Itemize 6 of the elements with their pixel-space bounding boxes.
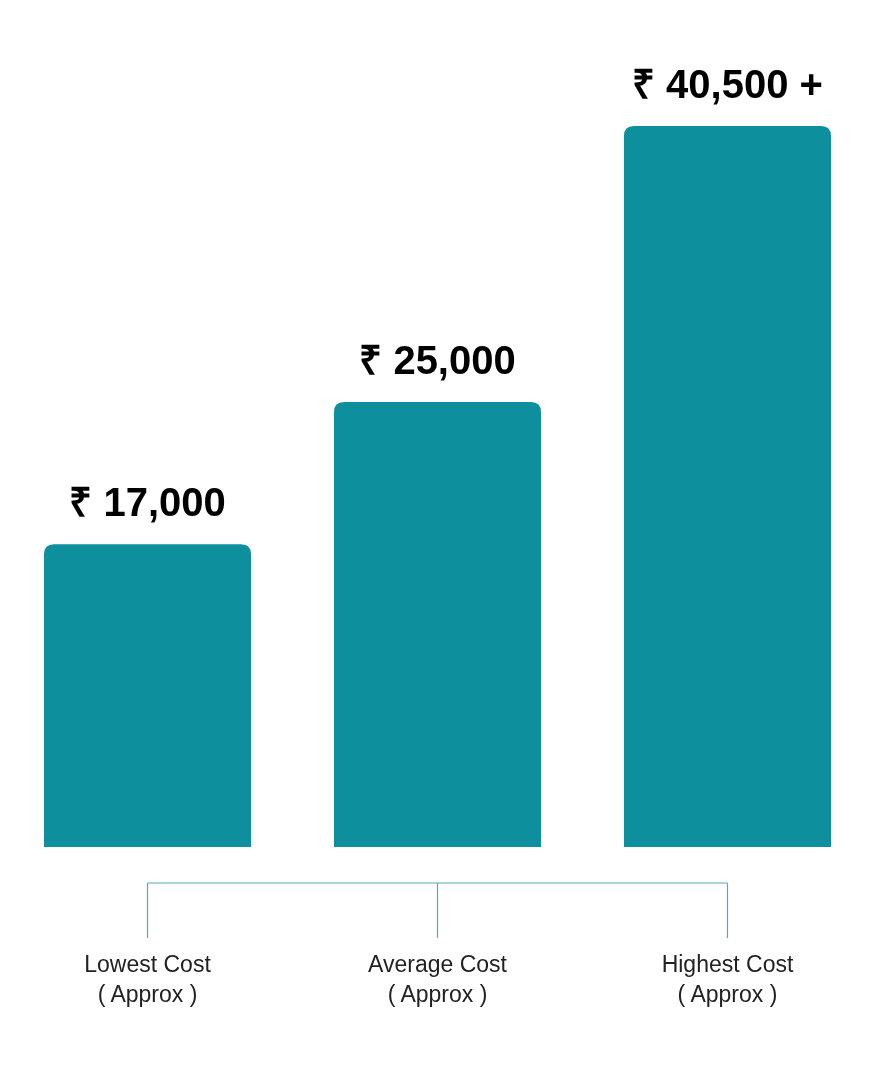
data-label: ₹ 25,000 bbox=[359, 337, 516, 382]
x-tick-label: Lowest Cost ( Approx ) bbox=[84, 951, 212, 1007]
data-label: ₹ 40,500 + bbox=[632, 62, 823, 106]
data-label: ₹ 17,000 bbox=[69, 480, 226, 525]
x-tick-label: Average Cost ( Approx ) bbox=[368, 951, 508, 1007]
x-tick-label: Highest Cost ( Approx ) bbox=[661, 951, 794, 1007]
